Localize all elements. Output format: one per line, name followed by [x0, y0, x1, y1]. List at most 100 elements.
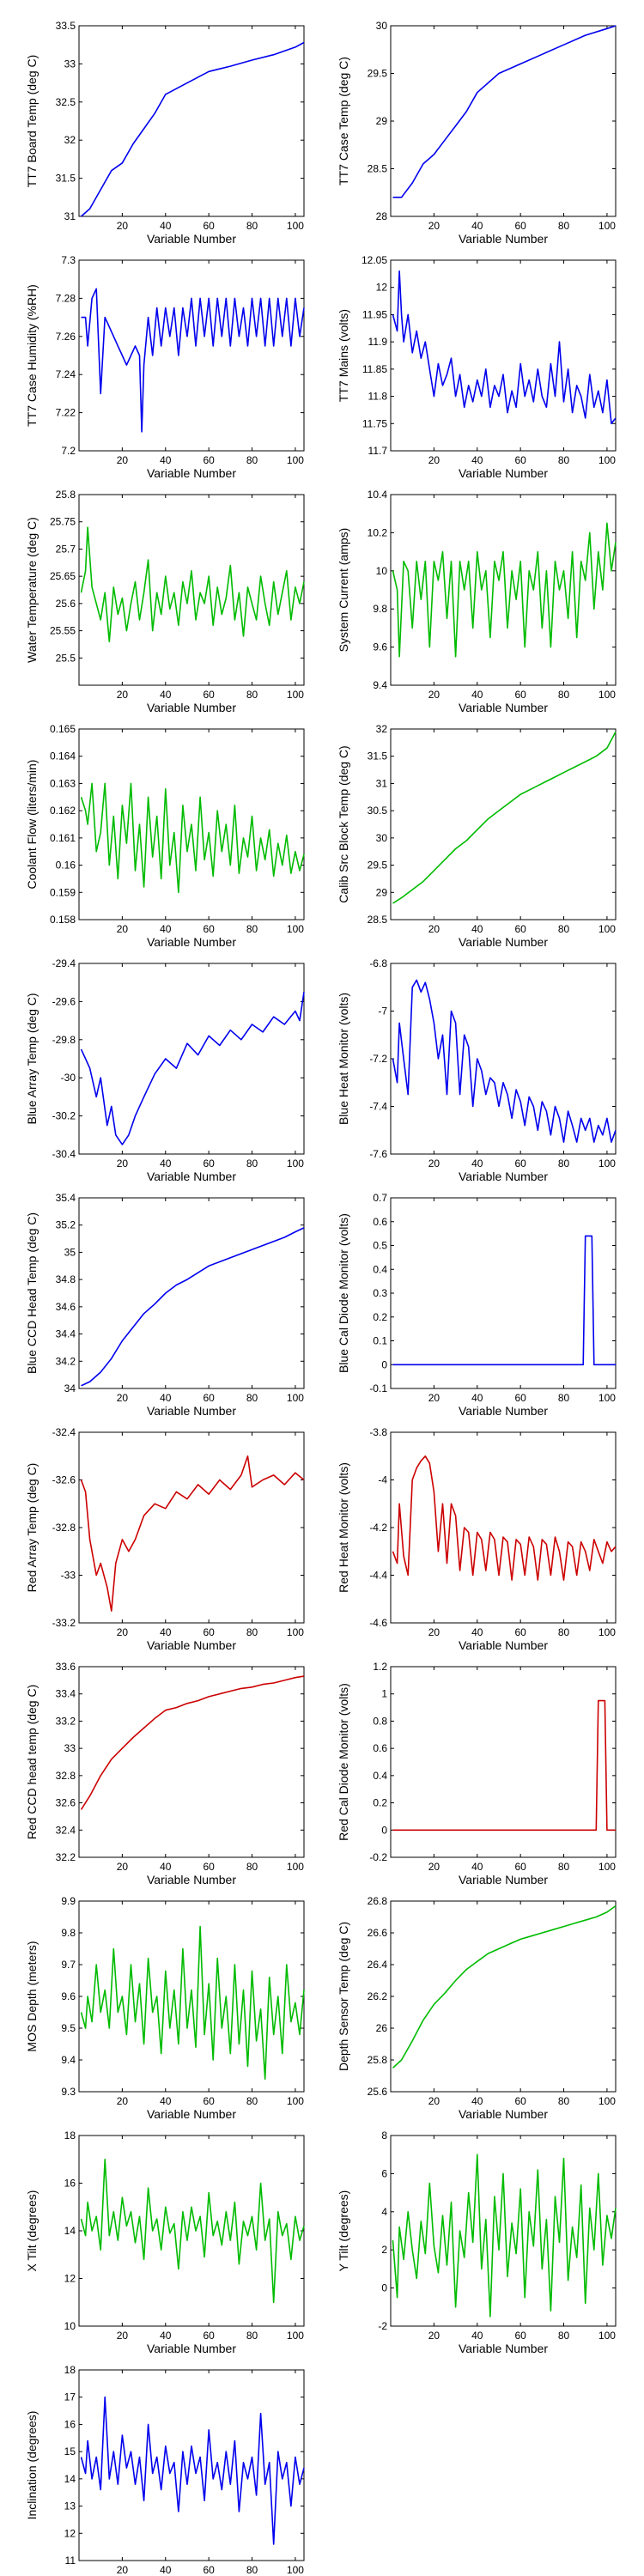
y-tick-label: 31	[64, 210, 76, 222]
y-tick-label: 0.158	[50, 914, 76, 926]
y-tick-label: 9.6	[61, 1990, 76, 2002]
x-tick-label: 40	[160, 454, 172, 466]
x-axis-label: Variable Number	[459, 1170, 548, 1183]
y-tick-label: 15	[64, 2445, 76, 2458]
y-tick-label: 11.75	[362, 417, 387, 429]
x-tick-label: 20	[428, 220, 440, 232]
y-tick-label: 4	[381, 2206, 387, 2218]
chart-blue-array-temp: 20 40 60 80 100 -30.4 -30.2 -30 -29.8 -29.6 -29.4 V…	[25, 957, 305, 1183]
y-tick-label: 29	[376, 115, 388, 127]
y-axis-label: Red Cal Diode Monitor (volts)	[337, 1683, 350, 1841]
plot-frame	[390, 494, 617, 686]
x-tick-label: 20	[428, 923, 440, 935]
y-tick-label: 25.6	[56, 598, 76, 610]
y-tick-label: 9.9	[61, 1895, 76, 1907]
x-axis-label: Variable Number	[147, 2107, 236, 2121]
y-tick-label: 18	[64, 2129, 76, 2142]
x-tick-label: 60	[514, 1157, 526, 1170]
y-tick-label: 29.5	[368, 860, 388, 872]
y-tick-label: 11.9	[368, 336, 388, 348]
x-axis-label: Variable Number	[147, 2342, 236, 2355]
plot-frame	[390, 1666, 617, 1858]
y-tick-label: 12.05	[361, 254, 387, 266]
x-tick-label: 40	[160, 923, 172, 935]
x-tick-label: 60	[203, 1392, 215, 1404]
y-tick-label: 34	[64, 1382, 76, 1394]
series-line-blue-ccd-head-temp	[81, 1227, 305, 1387]
x-tick-label: 100	[287, 2095, 304, 2107]
chart-system-current: 20 40 60 80 100 9.4 9.6 9.8 10 10.2 10.4 Variable N…	[337, 489, 617, 714]
series-line-system-current	[392, 522, 617, 658]
x-tick-label: 20	[117, 454, 129, 466]
x-tick-label: 40	[471, 1626, 483, 1638]
x-tick-label: 100	[598, 1861, 616, 1873]
chart-tt7-mains: 20 40 60 80 100 11.7 11.75 11.8 11.85 11.9 11.95 12…	[337, 254, 617, 480]
x-tick-label: 100	[598, 220, 616, 232]
y-tick-label: 32.4	[56, 1824, 76, 1836]
chart-red-ccd-head-temp: 20 40 60 80 100 32.2 32.4 32.6 32.8 33 33.2 33.4 33.…	[25, 1661, 305, 1886]
series-line-calib-src-block-temp	[392, 731, 617, 904]
y-tick-label: 16	[64, 2418, 76, 2430]
y-tick-label: 10.2	[368, 526, 388, 538]
y-tick-label: 0.16	[56, 860, 76, 872]
x-tick-label: 60	[514, 1861, 526, 1873]
x-tick-label: 40	[160, 689, 172, 701]
chart-y-tilt: 20 40 60 80 100 -2 0 2 4 6 8 Variable Number Y Tilt …	[337, 2129, 617, 2355]
x-axis-label: Variable Number	[459, 232, 548, 246]
x-tick-label: 80	[246, 454, 258, 466]
x-tick-label: 100	[598, 2095, 616, 2107]
y-tick-label: -2	[378, 2320, 387, 2332]
y-tick-label: 7.24	[56, 368, 76, 380]
x-tick-label: 80	[558, 1157, 570, 1170]
x-tick-label: 20	[428, 2095, 440, 2107]
x-tick-label: 80	[246, 689, 258, 701]
y-tick-label: 30	[376, 20, 388, 32]
x-tick-label: 20	[117, 2564, 129, 2576]
y-tick-label: 26.2	[368, 1990, 388, 2002]
y-tick-label: 34.8	[56, 1273, 76, 1285]
y-axis-label: MOS Depth (meters)	[25, 1941, 39, 2051]
y-tick-label: 25.7	[56, 543, 76, 555]
chart-calib-src-block-temp: 20 40 60 80 100 28.5 29 29.5 30 30.5 31 31.5 32 Varia…	[337, 723, 617, 949]
x-tick-label: 20	[428, 689, 440, 701]
y-axis-label: TT7 Mains (volts)	[337, 309, 350, 402]
x-tick-label: 60	[203, 689, 215, 701]
x-tick-label: 40	[471, 1392, 483, 1404]
y-tick-label: 33.2	[56, 1715, 76, 1727]
y-tick-label: 29.5	[368, 68, 388, 80]
x-tick-label: 60	[203, 2564, 215, 2576]
y-tick-label: 0	[381, 1358, 387, 1370]
y-tick-label: -29.4	[52, 957, 76, 969]
y-axis-label: Depth Sensor Temp (deg C)	[337, 1922, 350, 2071]
x-tick-label: 60	[514, 1392, 526, 1404]
x-tick-label: 20	[428, 1392, 440, 1404]
chart-inclination: 204060801001112131415161718Variable Numb…	[25, 2364, 305, 2576]
series-line-mos-depth	[80, 1925, 305, 2080]
x-axis-label: Variable Number	[459, 1404, 548, 1418]
y-tick-label: 28.5	[368, 914, 388, 926]
chart-blue-cal-diode-monitor: 20 40 60 80 100 -0.1 0 0.1 0.2 0.3 0.4 0.5 0.6 0.7 Var…	[337, 1192, 617, 1418]
x-tick-label: 80	[246, 923, 258, 935]
x-tick-label: 20	[117, 1626, 129, 1638]
y-tick-label: 0.3	[373, 1287, 387, 1299]
y-tick-label: 14	[64, 2225, 76, 2237]
y-tick-label: 35	[64, 1246, 76, 1258]
x-tick-label: 40	[160, 220, 172, 232]
x-axis-label: Variable Number	[459, 466, 548, 480]
series-line-red-cal-diode-monitor	[392, 1699, 616, 1832]
y-tick-label: -32.4	[52, 1426, 76, 1438]
x-tick-label: 20	[117, 2095, 129, 2107]
x-tick-label: 80	[246, 1392, 258, 1404]
x-tick-label: 40	[160, 1392, 172, 1404]
y-tick-label: -30.2	[52, 1110, 76, 1122]
y-tick-label: -32.8	[52, 1522, 76, 1534]
y-tick-label: 25.55	[50, 625, 76, 637]
y-tick-label: -32.6	[52, 1474, 76, 1486]
chart-water-temp: 20 40 60 80 100 25.5 25.55 25.6 25.65 25.7 25.75 25…	[25, 489, 305, 714]
y-tick-label: 30.5	[368, 805, 388, 817]
x-tick-label: 40	[471, 220, 483, 232]
x-axis-label: Variable Number	[147, 1170, 236, 1183]
y-tick-label: 9.4	[61, 2054, 76, 2066]
y-tick-label: 0.1	[373, 1335, 387, 1347]
y-tick-label: 9.3	[61, 2086, 76, 2098]
